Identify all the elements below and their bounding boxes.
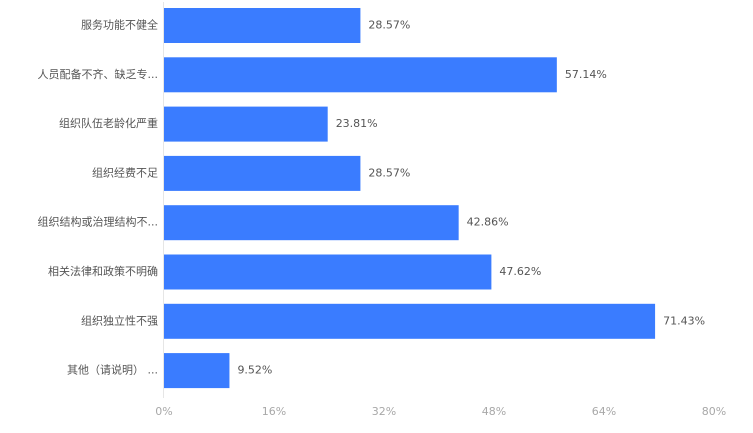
- category-label: 组织经费不足: [92, 165, 158, 179]
- x-tick-label: 32%: [372, 405, 396, 418]
- bar: [164, 205, 459, 241]
- x-tick-label: 16%: [262, 405, 286, 418]
- x-tick-label: 48%: [482, 405, 506, 418]
- data-label: 28.57%: [368, 19, 410, 32]
- data-label: 23.81%: [336, 117, 378, 130]
- bar: [164, 353, 230, 389]
- category-label: 服务功能不健全: [81, 18, 158, 32]
- x-axis-ticks: 0% 16% 32% 48% 64% 80%: [155, 405, 726, 418]
- x-tick-label: 64%: [592, 405, 616, 418]
- data-label: 47.62%: [499, 265, 541, 278]
- bar: [164, 57, 557, 93]
- data-label: 57.14%: [565, 68, 607, 81]
- bar: [164, 155, 361, 191]
- category-label: 组织结构或治理结构不...: [38, 215, 159, 229]
- bar: [164, 254, 492, 290]
- data-label: 71.43%: [663, 314, 705, 327]
- bar: [164, 106, 328, 142]
- category-label: 人员配备不齐、缺乏专...: [38, 67, 159, 81]
- category-label: 其他（请说明） ...: [67, 363, 158, 377]
- bar: [164, 303, 656, 339]
- category-label: 组织独立性不强: [81, 313, 158, 327]
- data-label: 42.86%: [467, 216, 509, 229]
- data-label: 28.57%: [368, 166, 410, 179]
- data-label: 9.52%: [237, 364, 272, 377]
- x-tick-label: 80%: [702, 405, 726, 418]
- x-tick-label: 0%: [155, 405, 172, 418]
- bars-layer: [164, 8, 656, 389]
- data-labels: 28.57% 57.14% 23.81% 28.57% 42.86% 47.62% 71.4…: [237, 19, 705, 377]
- category-label: 组织队伍老龄化严重: [59, 116, 158, 130]
- category-label: 相关法律和政策不明确: [48, 264, 158, 278]
- bar: [164, 8, 361, 43]
